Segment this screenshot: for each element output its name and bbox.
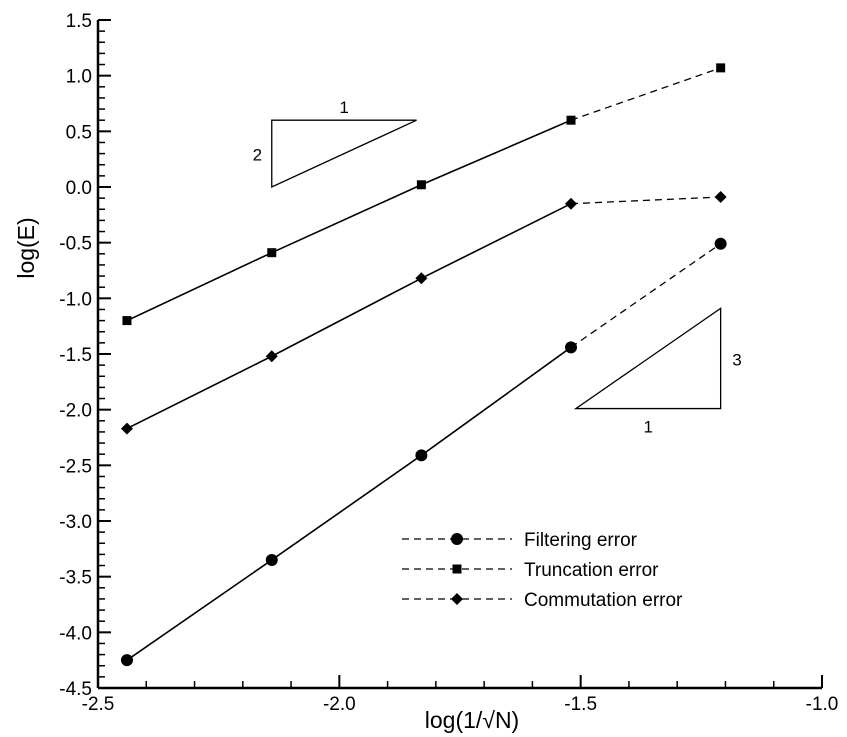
axes: -2.5 -2.0 -1.5 -1.0 1.5 1.0 0.5 0.0 -0.5 -1.0 -1.5… <box>59 11 838 715</box>
legend-marker <box>451 593 463 605</box>
triangle-run-label: 1 <box>644 418 653 437</box>
data-point <box>416 180 426 190</box>
data-point <box>415 272 428 285</box>
y-tick-label: 0.0 <box>66 178 92 199</box>
triangle-outline <box>271 119 417 189</box>
data-point <box>265 553 278 566</box>
data-point <box>714 191 727 204</box>
x-tick-label: -2.5 <box>82 694 115 715</box>
data-point <box>415 449 428 462</box>
data-point <box>565 341 578 354</box>
y-tick-label: 1.0 <box>66 67 92 88</box>
y-tick-label: -1.5 <box>59 345 92 366</box>
slope-triangle-3-1: 31 <box>573 307 742 437</box>
data-point <box>267 248 277 258</box>
legend: Filtering error Truncation error Commutati… <box>402 530 683 611</box>
data-point <box>120 422 133 435</box>
triangle-outline <box>573 307 722 410</box>
y-tick-label: 1.5 <box>66 11 92 32</box>
x-axis-title: log(1/√N) <box>425 707 519 733</box>
y-tick-label: -1.0 <box>59 289 92 310</box>
x-tick-label: -1.5 <box>564 694 597 715</box>
series-line-solid <box>126 346 572 661</box>
y-tick-label: -4.5 <box>59 679 92 700</box>
y-tick-label: -0.5 <box>59 234 92 255</box>
x-tick-label: -2.0 <box>323 694 356 715</box>
series-circle <box>120 237 727 667</box>
series-line-dashed <box>570 243 722 348</box>
legend-entry: Filtering error <box>402 530 638 551</box>
series-line-solid <box>126 202 572 430</box>
y-tick-label: -3.5 <box>59 568 92 589</box>
x-tick-label: -1.0 <box>806 694 839 715</box>
series-square <box>122 63 726 326</box>
y-tick-label: 0.5 <box>66 122 92 143</box>
y-axis-title: log(E) <box>13 217 39 278</box>
series-layer <box>120 63 727 667</box>
legend-label: Truncation error <box>524 560 659 581</box>
data-point <box>120 654 133 667</box>
legend-marker <box>452 564 462 574</box>
series-line-dashed <box>570 67 721 121</box>
y-tick-label: -4.0 <box>59 623 92 644</box>
legend-entry: Truncation error <box>402 560 659 581</box>
series-line-dashed <box>570 196 721 205</box>
data-point <box>565 197 578 210</box>
data-point <box>714 237 727 250</box>
data-point <box>716 63 726 73</box>
data-point <box>265 350 278 363</box>
series-line-solid <box>126 119 572 322</box>
series-diamond <box>120 191 727 435</box>
legend-entry: Commutation error <box>402 590 683 611</box>
data-point <box>566 115 576 125</box>
legend-label: Commutation error <box>524 590 683 611</box>
legend-marker <box>451 533 463 545</box>
slope-triangle-2-1: 21 <box>253 98 417 189</box>
triangle-run-label: 1 <box>339 98 348 117</box>
data-point <box>122 316 132 326</box>
legend-label: Filtering error <box>524 530 638 551</box>
y-tick-label: -2.0 <box>59 401 92 422</box>
triangle-rise-label: 2 <box>253 146 262 165</box>
y-tick-label: -3.0 <box>59 512 92 533</box>
triangle-rise-label: 3 <box>732 350 741 369</box>
y-tick-label: -2.5 <box>59 456 92 477</box>
